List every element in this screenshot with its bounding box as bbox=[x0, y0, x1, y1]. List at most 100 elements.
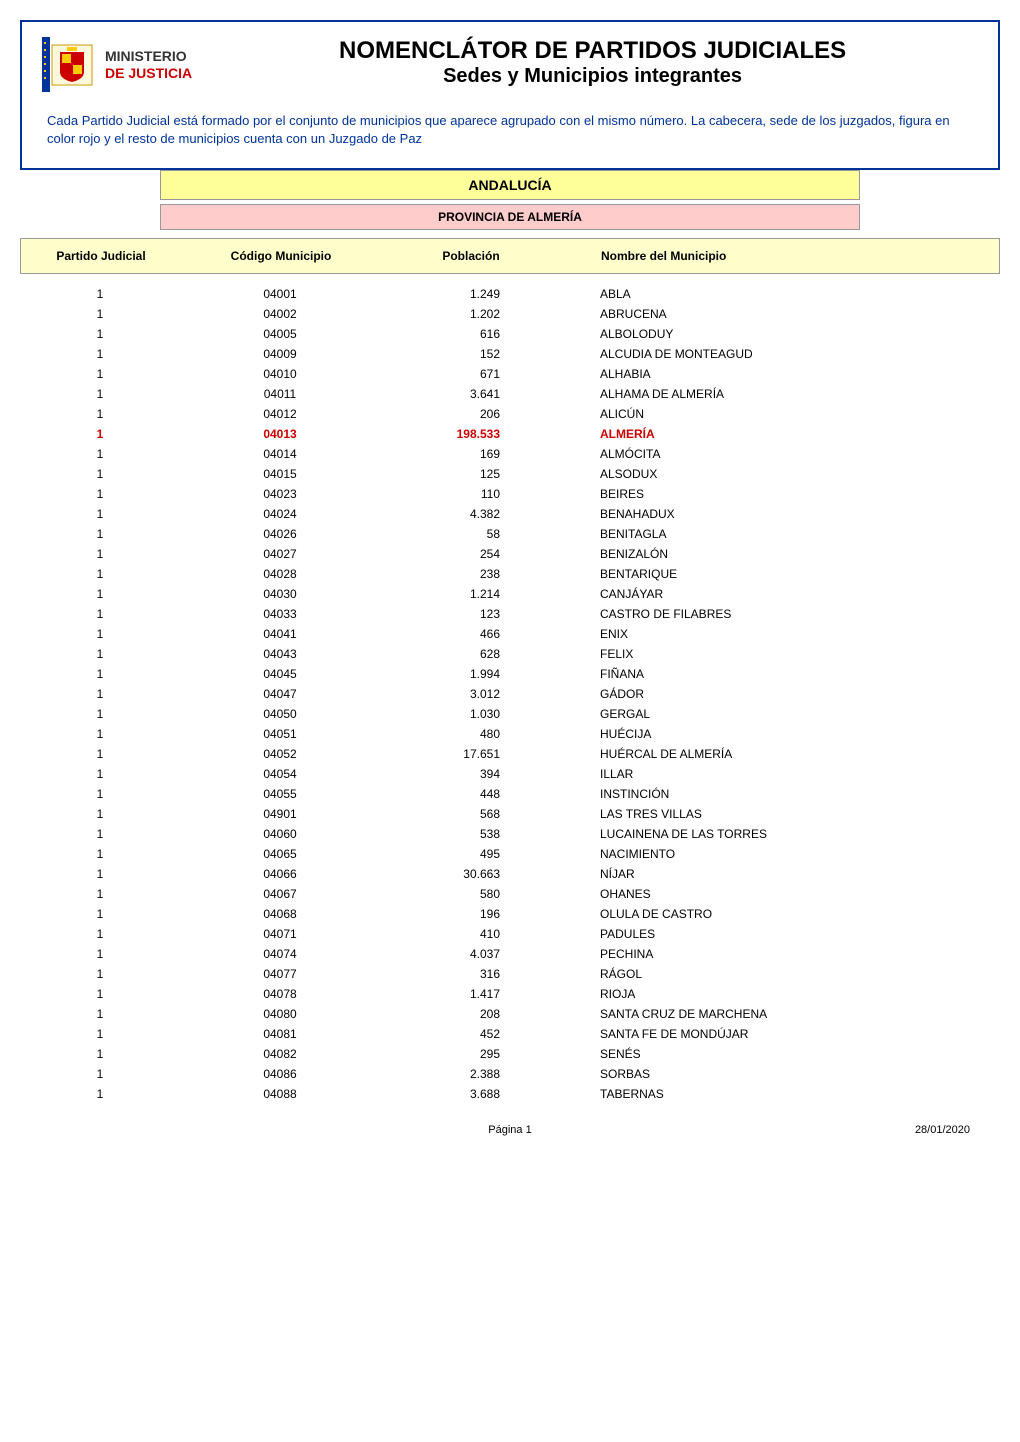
cell-nombre: SANTA CRUZ DE MARCHENA bbox=[560, 1007, 1000, 1021]
cell-partido: 1 bbox=[20, 607, 180, 621]
cell-partido: 1 bbox=[20, 1047, 180, 1061]
main-title: NOMENCLÁTOR DE PARTIDOS JUDICIALES bbox=[207, 37, 978, 65]
cell-partido: 1 bbox=[20, 987, 180, 1001]
cell-poblacion: 4.382 bbox=[380, 507, 560, 521]
table-row: 104005616ALBOLODUY bbox=[20, 324, 1000, 344]
cell-codigo: 04088 bbox=[180, 1087, 380, 1101]
cell-nombre: ABLA bbox=[560, 287, 1000, 301]
cell-nombre: ALHABIA bbox=[560, 367, 1000, 381]
table-row: 10406630.663NÍJAR bbox=[20, 864, 1000, 884]
cell-nombre: NACIMIENTO bbox=[560, 847, 1000, 861]
cell-poblacion: 152 bbox=[380, 347, 560, 361]
table-row: 104043628FELIX bbox=[20, 644, 1000, 664]
ministry-line2: DE JUSTICIA bbox=[105, 65, 192, 82]
column-header-poblacion: Población bbox=[381, 249, 561, 263]
cell-partido: 1 bbox=[20, 587, 180, 601]
table-row: 104901568LAS TRES VILLAS bbox=[20, 804, 1000, 824]
table-row: 104033123CASTRO DE FILABRES bbox=[20, 604, 1000, 624]
table-row: 1040501.030GERGAL bbox=[20, 704, 1000, 724]
document-frame: MINISTERIO DE JUSTICIA NOMENCLÁTOR DE PA… bbox=[20, 20, 1000, 170]
cell-partido: 1 bbox=[20, 907, 180, 921]
cell-poblacion: 448 bbox=[380, 787, 560, 801]
cell-partido: 1 bbox=[20, 307, 180, 321]
cell-codigo: 04077 bbox=[180, 967, 380, 981]
cell-partido: 1 bbox=[20, 787, 180, 801]
cell-codigo: 04074 bbox=[180, 947, 380, 961]
cell-poblacion: 238 bbox=[380, 567, 560, 581]
cell-partido: 1 bbox=[20, 447, 180, 461]
cell-partido: 1 bbox=[20, 507, 180, 521]
cell-partido: 1 bbox=[20, 807, 180, 821]
cell-codigo: 04013 bbox=[180, 427, 380, 441]
cell-nombre: HUÉCIJA bbox=[560, 727, 1000, 741]
table-row: 104041466ENIX bbox=[20, 624, 1000, 644]
cell-partido: 1 bbox=[20, 827, 180, 841]
cell-partido: 1 bbox=[20, 727, 180, 741]
cell-codigo: 04024 bbox=[180, 507, 380, 521]
cell-nombre: OHANES bbox=[560, 887, 1000, 901]
cell-poblacion: 671 bbox=[380, 367, 560, 381]
cell-nombre: OLULA DE CASTRO bbox=[560, 907, 1000, 921]
table-row: 1040244.382BENAHADUX bbox=[20, 504, 1000, 524]
cell-codigo: 04065 bbox=[180, 847, 380, 861]
cell-poblacion: 410 bbox=[380, 927, 560, 941]
table-row: 104027254BENIZALÓN bbox=[20, 544, 1000, 564]
cell-nombre: ABRUCENA bbox=[560, 307, 1000, 321]
column-header-codigo: Código Municipio bbox=[181, 249, 381, 263]
cell-poblacion: 1.030 bbox=[380, 707, 560, 721]
cell-poblacion: 628 bbox=[380, 647, 560, 661]
cell-poblacion: 466 bbox=[380, 627, 560, 641]
cell-nombre: SENÉS bbox=[560, 1047, 1000, 1061]
table-row: 1040883.688TABERNAS bbox=[20, 1084, 1000, 1104]
cell-partido: 1 bbox=[20, 487, 180, 501]
cell-poblacion: 3.012 bbox=[380, 687, 560, 701]
cell-nombre: SORBAS bbox=[560, 1067, 1000, 1081]
cell-nombre: BEIRES bbox=[560, 487, 1000, 501]
cell-codigo: 04009 bbox=[180, 347, 380, 361]
cell-partido: 1 bbox=[20, 947, 180, 961]
cell-poblacion: 1.202 bbox=[380, 307, 560, 321]
cell-poblacion: 580 bbox=[380, 887, 560, 901]
cell-partido: 1 bbox=[20, 367, 180, 381]
table-row: 104080208SANTA CRUZ DE MARCHENA bbox=[20, 1004, 1000, 1024]
cell-partido: 1 bbox=[20, 887, 180, 901]
cell-codigo: 04081 bbox=[180, 1027, 380, 1041]
cell-codigo: 04027 bbox=[180, 547, 380, 561]
table-row: 104023110BEIRES bbox=[20, 484, 1000, 504]
cell-partido: 1 bbox=[20, 347, 180, 361]
table-row: 104077316RÁGOL bbox=[20, 964, 1000, 984]
cell-codigo: 04026 bbox=[180, 527, 380, 541]
table-row: 104028238BENTARIQUE bbox=[20, 564, 1000, 584]
cell-nombre: SANTA FE DE MONDÚJAR bbox=[560, 1027, 1000, 1041]
cell-partido: 1 bbox=[20, 1087, 180, 1101]
cell-partido: 1 bbox=[20, 387, 180, 401]
table-row: 104010671ALHABIA bbox=[20, 364, 1000, 384]
table-row: 104082295SENÉS bbox=[20, 1044, 1000, 1064]
cell-nombre: RÁGOL bbox=[560, 967, 1000, 981]
cell-partido: 1 bbox=[20, 287, 180, 301]
cell-nombre: LAS TRES VILLAS bbox=[560, 807, 1000, 821]
cell-poblacion: 295 bbox=[380, 1047, 560, 1061]
cell-nombre: ENIX bbox=[560, 627, 1000, 641]
cell-partido: 1 bbox=[20, 847, 180, 861]
cell-nombre: ALBOLODUY bbox=[560, 327, 1000, 341]
cell-partido: 1 bbox=[20, 647, 180, 661]
title-block: NOMENCLÁTOR DE PARTIDOS JUDICIALES Sedes… bbox=[207, 37, 978, 88]
cell-partido: 1 bbox=[20, 627, 180, 641]
cell-partido: 1 bbox=[20, 747, 180, 761]
cell-partido: 1 bbox=[20, 467, 180, 481]
table-row: 104068196OLULA DE CASTRO bbox=[20, 904, 1000, 924]
cell-partido: 1 bbox=[20, 927, 180, 941]
cell-poblacion: 125 bbox=[380, 467, 560, 481]
cell-nombre: FIÑANA bbox=[560, 667, 1000, 681]
table-row: 104067580OHANES bbox=[20, 884, 1000, 904]
cell-poblacion: 206 bbox=[380, 407, 560, 421]
table-row: 104014169ALMÓCITA bbox=[20, 444, 1000, 464]
column-header-nombre: Nombre del Municipio bbox=[561, 249, 999, 263]
table-row: 104051480HUÉCIJA bbox=[20, 724, 1000, 744]
cell-codigo: 04041 bbox=[180, 627, 380, 641]
cell-poblacion: 1.994 bbox=[380, 667, 560, 681]
cell-codigo: 04066 bbox=[180, 867, 380, 881]
cell-codigo: 04067 bbox=[180, 887, 380, 901]
cell-poblacion: 198.533 bbox=[380, 427, 560, 441]
